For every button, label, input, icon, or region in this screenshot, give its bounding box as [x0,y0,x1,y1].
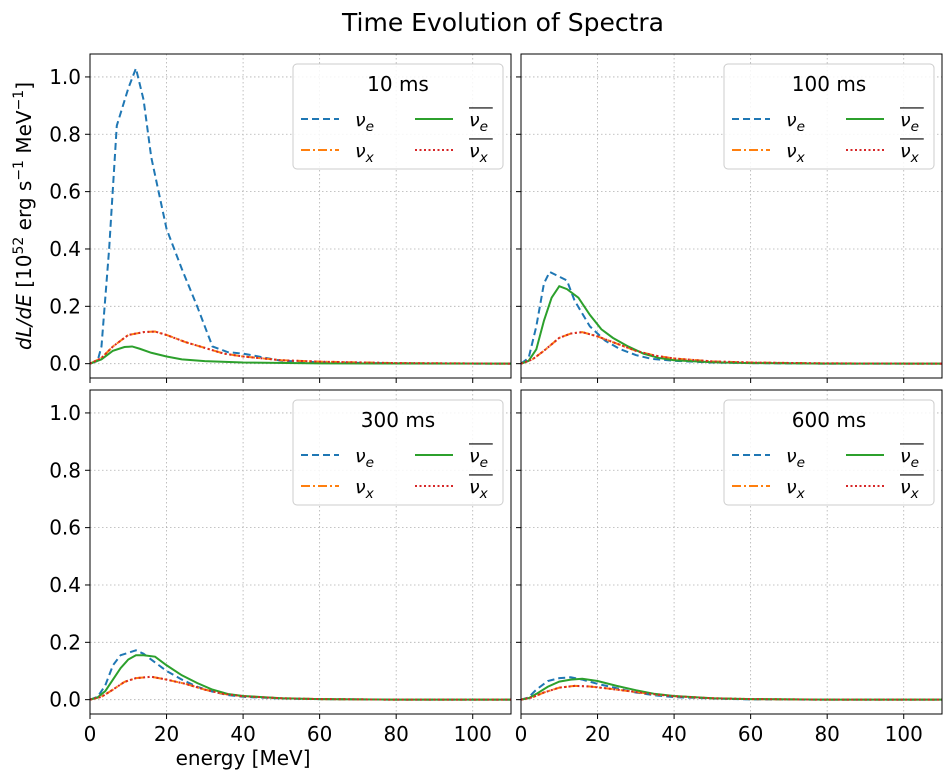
legend-label: νe [469,109,488,135]
series-line-3 [521,285,942,365]
series-line-1 [521,676,942,701]
legend-box [723,399,935,506]
x-tick-label: 20 [154,722,179,746]
legend-box [723,63,935,170]
y-tick-label: 0.8 [49,122,81,146]
panel-3: 0 20 40 60 80 100 0.0 0.2 0.4 0.6 0.8 1.0 energy [Me… [49,389,512,770]
axes-frame [520,53,943,379]
series-line-2 [90,330,511,365]
legend-title: 10 ms [367,72,429,96]
legend-label: νe [786,445,805,471]
legend-label: νx [786,140,806,166]
y-tick-label: 0.4 [49,237,81,261]
panels: 0.0 0.2 0.4 0.6 0.8 1.0 10 ms νe νx νe νx 100 ms νe ν… [49,53,943,770]
legend-label: νx [900,140,920,166]
legend: 10 ms νe νx νe νx [292,63,504,170]
series-line-4 [521,331,942,365]
legend-box [292,399,504,506]
x-tick-label: 60 [307,722,332,746]
y-tick-label: 1.0 [49,401,81,425]
x-tick-label: 60 [738,722,763,746]
series-line-3 [90,345,511,365]
y-tick-label: 0.2 [49,630,81,654]
legend-label: νx [469,476,489,502]
x-tick-label: 0 [84,722,97,746]
panel-1: 0.0 0.2 0.4 0.6 0.8 1.0 10 ms νe νx νe νx [49,53,512,383]
y-tick-label: 0.2 [49,294,81,318]
series-line-2 [521,684,942,701]
legend-label: νe [900,445,919,471]
series-line-4 [90,675,511,701]
legend-title: 600 ms [792,408,866,432]
panel-4: 0 20 40 60 80 100 600 ms νe νx νe νx [515,389,943,746]
x-tick-label: 100 [885,722,923,746]
legend-title: 100 ms [792,72,866,96]
series-line-3 [521,677,942,701]
legend-label: νx [355,140,375,166]
legend-label: νe [469,445,488,471]
y-tick-label: 0.0 [49,352,81,376]
y-tick-label: 0.8 [49,458,81,482]
x-tick-label: 80 [814,722,839,746]
series-line-2 [521,331,942,365]
axes-frame [520,389,943,715]
x-tick-label: 0 [515,722,528,746]
legend-label: νx [786,476,806,502]
y-tick-label: 1.0 [49,65,81,89]
legend-label: νx [469,140,489,166]
x-axis-label: energy [MeV] [176,746,311,770]
series-line-4 [521,684,942,701]
x-tick-label: 100 [454,722,492,746]
axes-frame [89,389,512,715]
x-tick-label: 20 [585,722,610,746]
legend: 600 ms νe νx νe νx [723,399,935,506]
legend-label: νx [900,476,920,502]
legend-title: 300 ms [361,408,435,432]
panel-2: 100 ms νe νx νe νx [516,53,943,383]
axes-frame [89,53,512,379]
x-tick-label: 40 [230,722,255,746]
series-line-2 [90,675,511,701]
legend: 300 ms νe νx νe νx [292,399,504,506]
legend-box [292,63,504,170]
legend-label: νe [355,445,374,471]
x-tick-label: 80 [383,722,408,746]
legend: 100 ms νe νx νe νx [723,63,935,170]
x-tick-label: 40 [661,722,686,746]
legend-label: νx [355,476,375,502]
series-line-1 [521,270,942,365]
legend-label: νe [786,109,805,135]
series-line-1 [90,64,511,365]
legend-label: νe [900,109,919,135]
legend-label: νe [355,109,374,135]
y-tick-label: 0.4 [49,573,81,597]
y-tick-label: 0.6 [49,180,81,204]
y-axis-label: dL/dE [1052 erg s−1 MeV−1] [11,82,36,350]
series-line-1 [90,649,511,701]
series-line-4 [90,330,511,365]
y-tick-label: 0.0 [49,688,81,712]
figure-title: Time Evolution of Spectra [341,8,664,37]
y-tick-label: 0.6 [49,516,81,540]
